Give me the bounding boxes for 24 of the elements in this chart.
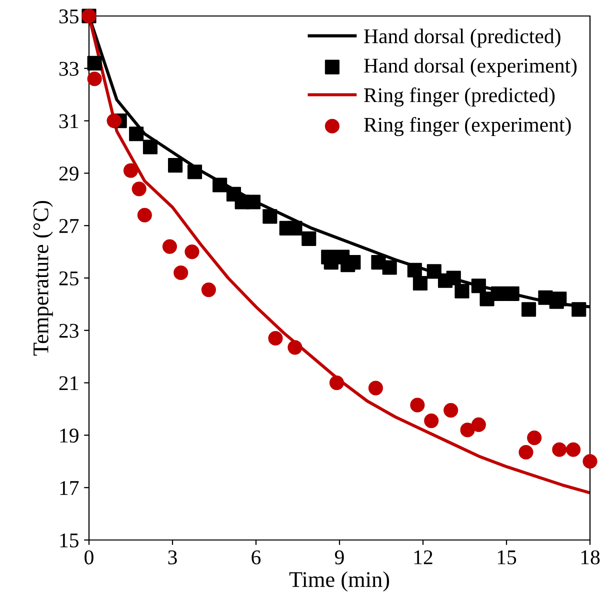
x-tick-label: 0 xyxy=(84,550,94,564)
x-tick-label: 6 xyxy=(252,550,261,564)
legend-label: Hand dorsal (experiment) xyxy=(364,58,577,77)
y-tick-label: 33 xyxy=(59,62,78,76)
y-tick-label: 19 xyxy=(60,428,78,443)
x-tick-label: 3 xyxy=(168,550,177,564)
y-tick-label: 31 xyxy=(59,114,78,128)
y-axis-title: Temperature (°C) xyxy=(32,200,53,356)
y-tick-label: 15 xyxy=(60,533,78,548)
y-tick-label: 17 xyxy=(60,481,79,495)
y-tick-label: 25 xyxy=(59,271,78,286)
legend-label: Ring finger (predicted) xyxy=(364,87,555,107)
legend-label: Ring finger (experiment) xyxy=(364,116,571,136)
x-tick-label: 12 xyxy=(414,550,432,564)
legend-label: Hand dorsal (predicted) xyxy=(364,28,560,48)
y-tick-label: 29 xyxy=(59,166,78,181)
x-axis-title: Time (min) xyxy=(289,571,390,592)
y-tick-label: 23 xyxy=(59,324,78,338)
y-tick-label: 27 xyxy=(59,219,79,233)
x-tick-label: 9 xyxy=(334,550,344,564)
x-tick-label: 15 xyxy=(498,550,516,564)
x-tick-label: 18 xyxy=(581,550,600,564)
y-tick-label: 35 xyxy=(59,9,78,24)
y-tick-label: 21 xyxy=(59,376,78,390)
